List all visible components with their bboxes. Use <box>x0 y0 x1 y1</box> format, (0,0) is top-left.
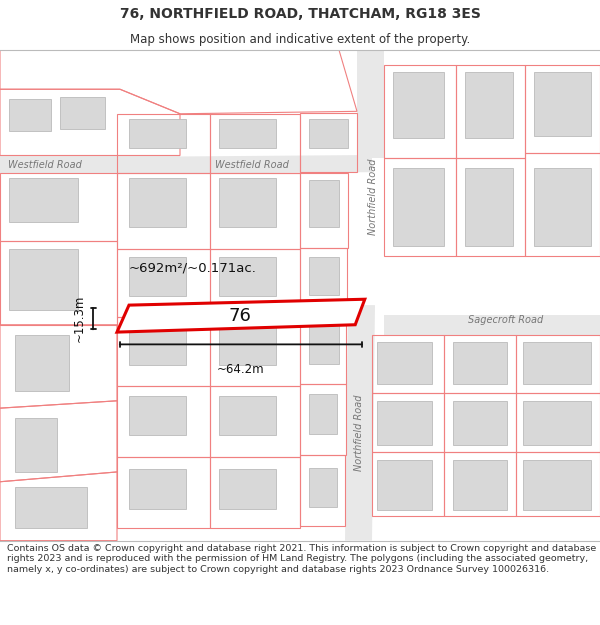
Polygon shape <box>9 99 51 131</box>
Polygon shape <box>377 342 432 384</box>
Polygon shape <box>309 257 339 295</box>
Polygon shape <box>309 394 337 434</box>
Polygon shape <box>129 177 186 227</box>
Polygon shape <box>393 72 444 138</box>
Polygon shape <box>15 418 57 472</box>
Polygon shape <box>129 469 186 509</box>
Polygon shape <box>309 325 339 364</box>
Polygon shape <box>465 168 513 246</box>
Text: Sagecroft Road: Sagecroft Road <box>468 315 543 325</box>
Polygon shape <box>393 168 444 246</box>
Polygon shape <box>60 97 105 129</box>
Text: Map shows position and indicative extent of the property.: Map shows position and indicative extent… <box>130 32 470 46</box>
Polygon shape <box>377 401 432 445</box>
Polygon shape <box>357 50 384 158</box>
Polygon shape <box>523 401 591 445</box>
Polygon shape <box>129 396 186 435</box>
Polygon shape <box>9 249 78 310</box>
Polygon shape <box>453 342 507 384</box>
Polygon shape <box>117 299 365 332</box>
Text: Contains OS data © Crown copyright and database right 2021. This information is : Contains OS data © Crown copyright and d… <box>7 544 596 574</box>
Polygon shape <box>0 156 180 172</box>
Polygon shape <box>345 305 375 541</box>
Text: Northfield Road: Northfield Road <box>368 159 378 236</box>
Text: Westfield Road: Westfield Road <box>8 160 82 170</box>
Polygon shape <box>219 119 276 148</box>
Polygon shape <box>15 487 87 528</box>
Polygon shape <box>219 177 276 227</box>
Text: ~692m²/~0.171ac.: ~692m²/~0.171ac. <box>129 262 257 275</box>
Text: ~15.3m: ~15.3m <box>73 295 86 343</box>
Polygon shape <box>309 119 348 148</box>
Text: 76, NORTHFIELD ROAD, THATCHAM, RG18 3ES: 76, NORTHFIELD ROAD, THATCHAM, RG18 3ES <box>119 7 481 21</box>
Text: Westfield Road: Westfield Road <box>215 160 289 170</box>
Polygon shape <box>219 469 276 509</box>
Polygon shape <box>534 168 591 246</box>
Text: Northfield Road: Northfield Road <box>354 394 364 471</box>
Polygon shape <box>453 459 507 510</box>
Polygon shape <box>129 326 186 365</box>
Polygon shape <box>9 177 78 222</box>
Text: ~64.2m: ~64.2m <box>217 363 265 376</box>
Polygon shape <box>309 468 337 508</box>
Polygon shape <box>15 334 69 391</box>
Polygon shape <box>377 459 432 510</box>
Polygon shape <box>129 257 186 296</box>
Polygon shape <box>465 72 513 138</box>
Polygon shape <box>309 180 339 227</box>
Polygon shape <box>534 72 591 136</box>
Polygon shape <box>219 326 276 365</box>
Polygon shape <box>523 459 591 510</box>
Polygon shape <box>523 342 591 384</box>
Polygon shape <box>219 257 276 296</box>
Text: 76: 76 <box>229 307 251 325</box>
Polygon shape <box>129 119 186 148</box>
Polygon shape <box>219 396 276 435</box>
Polygon shape <box>384 315 600 334</box>
Polygon shape <box>180 155 372 174</box>
Polygon shape <box>453 401 507 445</box>
